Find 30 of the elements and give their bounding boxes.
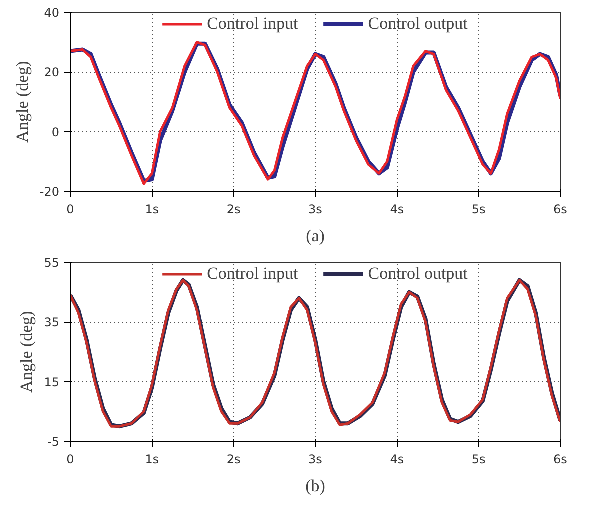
x-tick-label: 6s	[554, 202, 568, 216]
x-tick-label: 1s	[145, 202, 160, 216]
y-tick-label: -5	[48, 435, 60, 449]
x-tick-label: 6s	[554, 452, 568, 466]
y-axis-title: Angle (deg)	[17, 311, 36, 393]
y-tick-label: 0	[52, 125, 60, 140]
text: (b)	[306, 476, 326, 496]
x-tick-label: 4s	[390, 452, 404, 466]
legend-label: Control input	[207, 14, 298, 34]
y-tick-label: 40	[44, 6, 60, 20]
x-tick-label: 2s	[226, 202, 241, 216]
x-tick-label: 3s	[308, 452, 322, 466]
legend-label: Control input	[207, 264, 298, 284]
text: (a)	[306, 226, 325, 246]
x-tick-label: 0	[66, 452, 74, 466]
x-tick-label: 4s	[390, 202, 404, 216]
y-tick-label: 35	[44, 316, 60, 330]
x-tick-label: 3s	[308, 202, 322, 216]
legend-label: Control output	[368, 14, 468, 34]
y-axis-title: Angle (deg)	[12, 61, 32, 143]
y-tick-label: 55	[44, 256, 60, 270]
y-tick-label: 20	[44, 66, 60, 80]
x-tick-label: 1s	[145, 452, 160, 466]
x-tick-label: 5s	[472, 452, 486, 466]
y-tick-label: 15	[44, 375, 60, 390]
x-tick-label: 2s	[226, 452, 241, 466]
x-tick-label: 0	[66, 202, 74, 216]
legend-label: Control output	[368, 264, 468, 284]
y-tick-label: -20	[40, 185, 60, 199]
x-tick-label: 5s	[472, 202, 486, 216]
